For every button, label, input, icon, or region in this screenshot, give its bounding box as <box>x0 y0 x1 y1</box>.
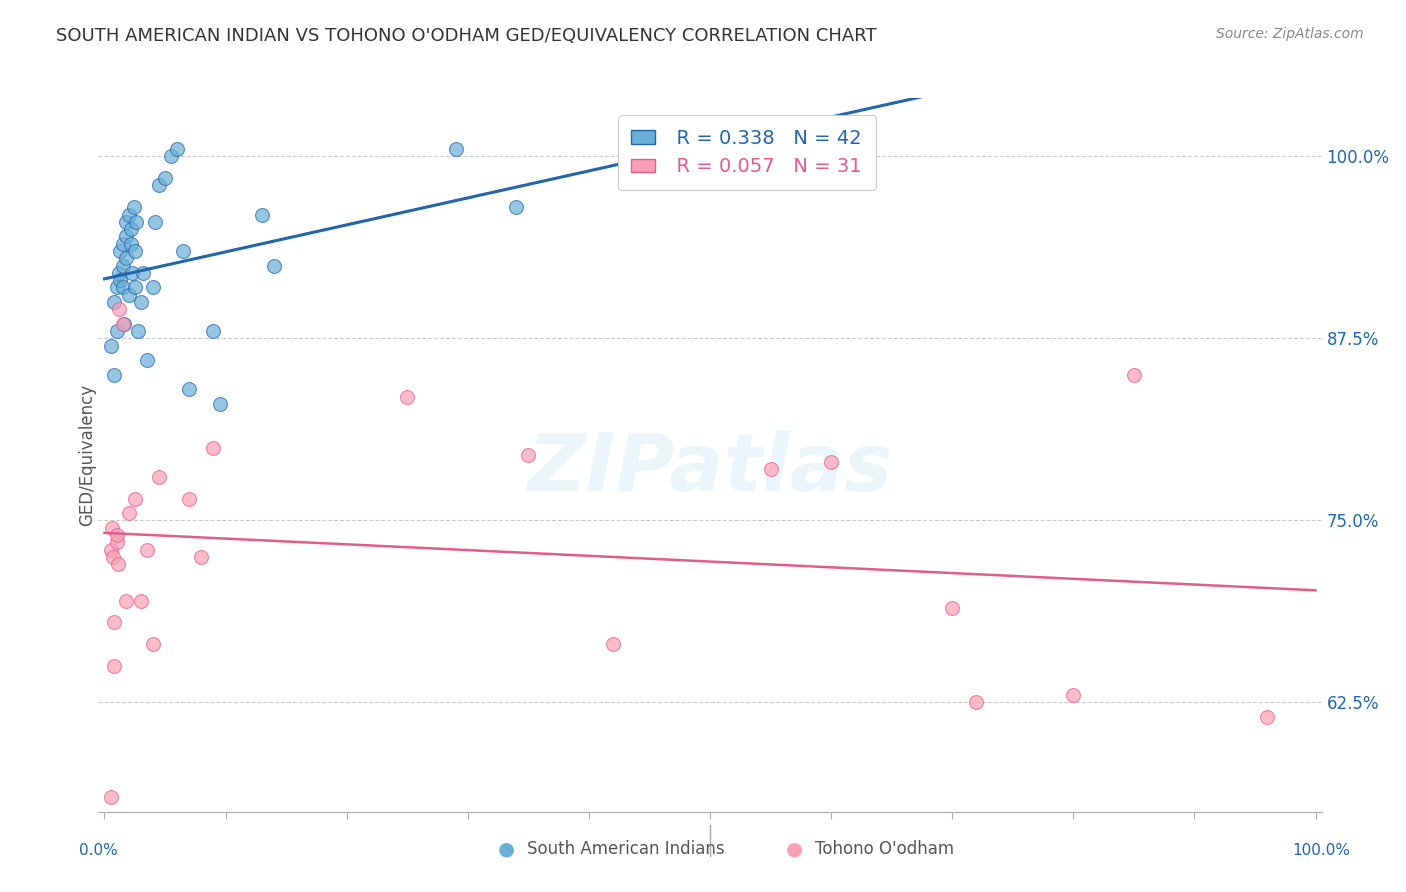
Point <box>172 244 194 258</box>
Point <box>120 236 142 251</box>
Point <box>208 397 231 411</box>
Point <box>105 280 128 294</box>
Point <box>118 287 141 301</box>
Point <box>396 390 419 404</box>
Point <box>103 368 125 382</box>
Point <box>1122 368 1144 382</box>
Point <box>148 178 170 193</box>
Point <box>444 142 467 156</box>
Point <box>153 171 176 186</box>
Text: South American Indians: South American Indians <box>527 840 725 858</box>
Point <box>190 549 212 564</box>
Point <box>105 324 128 338</box>
Y-axis label: GED/Equivalency: GED/Equivalency <box>79 384 96 526</box>
Point <box>103 295 125 310</box>
Point <box>115 215 138 229</box>
Point <box>103 615 125 630</box>
Point <box>143 215 166 229</box>
Point <box>118 506 141 520</box>
Point <box>115 593 138 607</box>
Point <box>135 353 157 368</box>
Point <box>129 295 152 310</box>
Point <box>110 244 132 258</box>
Point <box>142 637 165 651</box>
Point <box>202 441 225 455</box>
Point <box>125 215 148 229</box>
Point <box>250 208 273 222</box>
Text: ZIPatlas: ZIPatlas <box>527 430 893 508</box>
Point <box>966 696 988 710</box>
Point <box>111 259 134 273</box>
Text: 100.0%: 100.0% <box>1292 843 1351 858</box>
Text: ●: ● <box>786 839 803 859</box>
Point <box>124 280 146 294</box>
Point <box>112 317 135 331</box>
Point <box>110 273 132 287</box>
Point <box>122 200 145 214</box>
Point <box>148 469 170 483</box>
Point <box>100 542 122 557</box>
Point <box>1256 710 1278 724</box>
Point <box>179 491 201 506</box>
Point <box>115 229 138 244</box>
Point <box>517 448 540 462</box>
Point <box>160 149 183 163</box>
Point <box>105 535 128 549</box>
Point <box>105 528 128 542</box>
Point <box>263 259 285 273</box>
Legend:   R = 0.338   N = 42,   R = 0.057   N = 31: R = 0.338 N = 42, R = 0.057 N = 31 <box>617 115 876 190</box>
Point <box>129 593 152 607</box>
Text: 0.0%: 0.0% <box>79 843 118 858</box>
Point <box>118 208 141 222</box>
Point <box>111 317 134 331</box>
Point <box>111 280 134 294</box>
Point <box>759 462 782 476</box>
Point <box>941 600 963 615</box>
Point <box>505 200 527 214</box>
Point <box>100 521 122 535</box>
Point <box>124 491 146 506</box>
Point <box>108 266 131 280</box>
Point <box>602 637 624 651</box>
Point <box>120 222 142 236</box>
Point <box>166 142 188 156</box>
Text: Source: ZipAtlas.com: Source: ZipAtlas.com <box>1216 27 1364 41</box>
Point <box>135 542 157 557</box>
Point <box>101 549 124 564</box>
Point <box>100 790 122 805</box>
Text: Tohono O'odham: Tohono O'odham <box>815 840 955 858</box>
Point <box>820 455 842 469</box>
Point <box>124 244 146 258</box>
Point <box>1062 688 1084 702</box>
Point <box>179 383 201 397</box>
Point <box>100 339 122 353</box>
Text: ●: ● <box>498 839 515 859</box>
Point <box>107 557 129 571</box>
Point <box>132 266 155 280</box>
Point <box>142 280 165 294</box>
Point <box>111 236 134 251</box>
Point <box>127 324 149 338</box>
Point <box>103 659 125 673</box>
Point <box>115 252 138 266</box>
Text: SOUTH AMERICAN INDIAN VS TOHONO O'ODHAM GED/EQUIVALENCY CORRELATION CHART: SOUTH AMERICAN INDIAN VS TOHONO O'ODHAM … <box>56 27 877 45</box>
Point <box>202 324 225 338</box>
Point <box>121 266 143 280</box>
Point <box>108 302 131 317</box>
